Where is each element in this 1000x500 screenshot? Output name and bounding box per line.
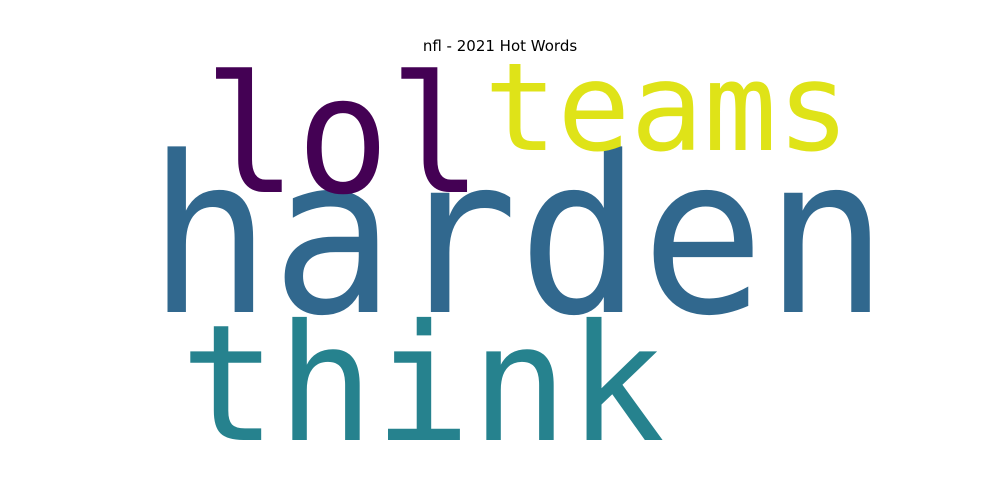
- word-think: think: [180, 291, 665, 479]
- chart-title: nfl - 2021 Hot Words: [422, 37, 578, 55]
- word-teams: teams: [484, 37, 850, 179]
- word-harden: harden: [148, 111, 888, 364]
- word-lol: lol: [204, 42, 482, 231]
